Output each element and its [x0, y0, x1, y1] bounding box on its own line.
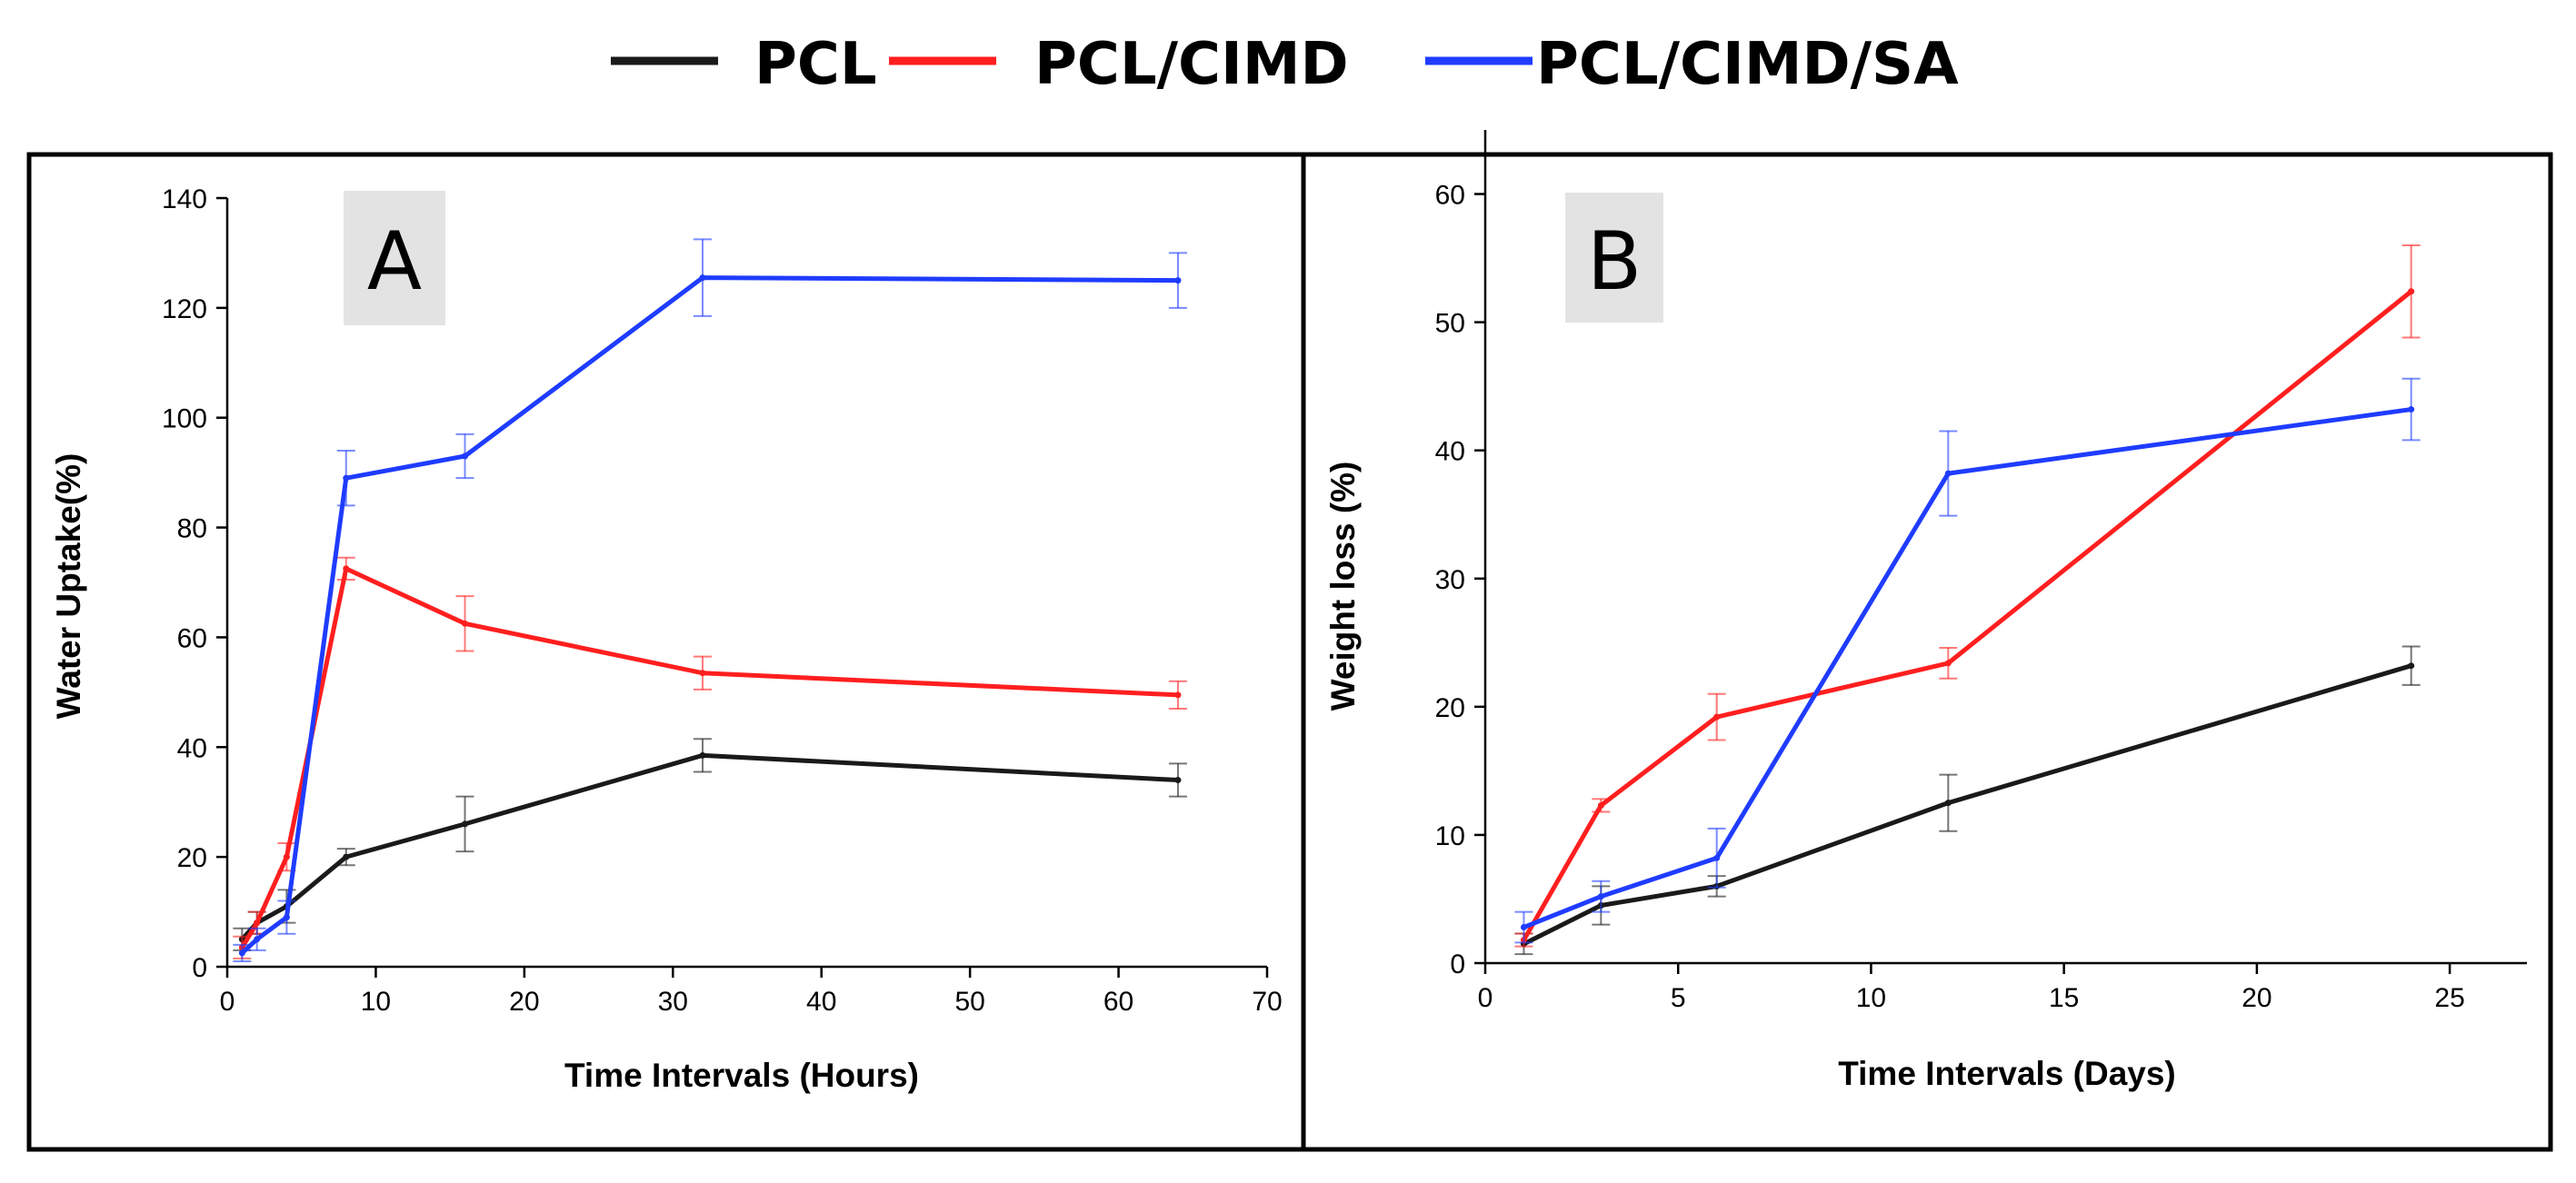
panel-a-point-pcl-cimd [699, 670, 706, 677]
panel-b-point-pcl-cimd-sa [1520, 923, 1527, 930]
panel-b-point-pcl-cimd-sa [2408, 406, 2415, 413]
panel-a-y-tick-label: 0 [192, 953, 207, 983]
legend-label-pcl-cimd: PCL/CIMD [1034, 31, 1349, 98]
panel-a-x-tick-label: 60 [1103, 987, 1133, 1017]
panel-b-line-pcl-cimd [1522, 289, 2413, 941]
panel-b-x-tick-label: 15 [2049, 983, 2079, 1013]
panel-a-y-tick-label: 120 [162, 294, 207, 324]
panel-a-point-pcl [343, 853, 350, 860]
panel-b-y-tick-label: 60 [1435, 181, 1465, 211]
panel-b-x-tick-label: 0 [1478, 983, 1493, 1013]
panel-b-y-tick-label: 30 [1435, 565, 1465, 595]
panel-a: A Time Intervals (Hours) Water Uptake(%)… [50, 184, 1283, 1094]
panel-a-y-tick-label: 80 [177, 514, 207, 544]
panel-a-line-pcl-cimd [240, 566, 1179, 949]
panel-a-point-pcl-cimd-sa [283, 914, 290, 921]
panel-b-line-pcl-cimd-sa [1523, 407, 2412, 930]
panel-b-letter-box [1565, 193, 1663, 323]
panel-a-y-tick-label: 40 [177, 733, 207, 763]
panel-b-point-pcl-cimd [1713, 713, 1721, 721]
panel-a-y-axis-title: Water Uptake(%) [50, 453, 87, 720]
panel-b-point-pcl-cimd [1597, 801, 1604, 809]
panel-a-point-pcl [461, 820, 468, 828]
legend-label-pcl-cimd-sa: PCL/CIMD/SA [1536, 31, 1959, 98]
panel-a-point-pcl-cimd-sa [238, 949, 245, 957]
panel-a-x-tick-label: 10 [361, 987, 391, 1017]
panel-a-point-pcl-cimd [254, 920, 261, 927]
panel-a-x-tick-label: 0 [220, 987, 235, 1017]
legend-label-pcl: PCL [754, 31, 877, 98]
panel-a-point-pcl [699, 751, 706, 759]
panel-b-frame [1301, 152, 2553, 1152]
panel-b-point-pcl [1944, 800, 1952, 807]
panel-b-x-axis-title: Time Intervals (Days) [1838, 1055, 2176, 1092]
panel-a-letter: A [367, 214, 422, 308]
panel-a-x-tick-label: 40 [806, 987, 836, 1017]
panel-b-series-pcl [1514, 645, 2421, 956]
panel-a-point-pcl-cimd [283, 853, 290, 860]
panel-b-point-pcl-cimd-sa [1597, 893, 1604, 900]
panel-a-point-pcl-cimd [343, 565, 350, 572]
panel-b-y-tick-label: 50 [1435, 309, 1465, 339]
panel-a-line-pcl-cimd-sa [240, 275, 1178, 955]
panel-a-x-tick-label: 30 [658, 987, 688, 1017]
panel-b-x-tick-label: 10 [1856, 983, 1886, 1013]
panel-a-x-tick-label: 70 [1252, 987, 1282, 1017]
legend-entry-pcl: PCL [611, 31, 877, 98]
panel-b-letter: B [1587, 214, 1642, 308]
panel-b-x-tick-label: 20 [2242, 983, 2271, 1013]
panel-b-series-pcl-cimd [1514, 244, 2421, 948]
panel-a-x-tick-label: 20 [509, 987, 539, 1017]
panel-a-y-tick-label: 60 [177, 623, 207, 653]
panel-b-x-tick-label: 25 [2434, 983, 2464, 1013]
legend-entry-pcl-cimd: PCL/CIMD [889, 31, 1349, 98]
legend: PCL PCL/CIMD PCL/CIMD/SA [611, 31, 1959, 98]
panel-b-line-pcl [1523, 663, 2412, 947]
panel-b-y-tick-label: 10 [1435, 821, 1465, 851]
panel-a-point-pcl-cimd-sa [343, 474, 350, 482]
panel-a-letter-box [344, 191, 445, 325]
panel-a-point-pcl-cimd-sa [1174, 277, 1182, 284]
panel-a-x-tick-label: 50 [954, 987, 984, 1017]
panel-a-point-pcl [1174, 777, 1182, 784]
panel-a-line-pcl [240, 752, 1179, 941]
panel-b: B Time Intervals (Days) Weight loss (%) … [1324, 130, 2527, 1092]
panel-a-series-pcl-cimd [233, 556, 1187, 959]
legend-entry-pcl-cimd-sa: PCL/CIMD/SA [1425, 31, 1959, 98]
panel-b-point-pcl-cimd [1944, 660, 1952, 667]
panel-b-y-tick-label: 20 [1435, 693, 1465, 723]
panel-a-y-tick-label: 100 [162, 404, 207, 434]
panel-b-point-pcl-cimd [2408, 288, 2415, 295]
panel-a-y-tick-label: 140 [162, 184, 207, 214]
panel-a-series-pcl [233, 738, 1187, 951]
panel-a-point-pcl-cimd [1174, 691, 1182, 699]
panel-b-x-tick-label: 5 [1671, 983, 1686, 1013]
panel-b-y-tick-label: 0 [1450, 949, 1465, 979]
panel-a-point-pcl-cimd-sa [254, 936, 261, 943]
panel-b-series-pcl-cimd-sa [1514, 377, 2421, 944]
panel-a-point-pcl-cimd-sa [699, 274, 706, 282]
panel-b-y-tick-label: 40 [1435, 437, 1465, 467]
panel-b-point-pcl-cimd-sa [1944, 470, 1952, 477]
panel-a-x-axis-title: Time Intervals (Hours) [564, 1057, 919, 1094]
panel-a-y-tick-label: 20 [177, 843, 207, 873]
panel-b-point-pcl [2408, 662, 2415, 670]
panel-a-point-pcl-cimd-sa [461, 452, 468, 460]
panel-b-point-pcl-cimd-sa [1713, 854, 1721, 861]
panel-b-y-axis-title: Weight loss (%) [1324, 462, 1362, 711]
panel-a-series-pcl-cimd-sa [233, 238, 1187, 962]
panel-a-point-pcl-cimd [461, 620, 468, 627]
